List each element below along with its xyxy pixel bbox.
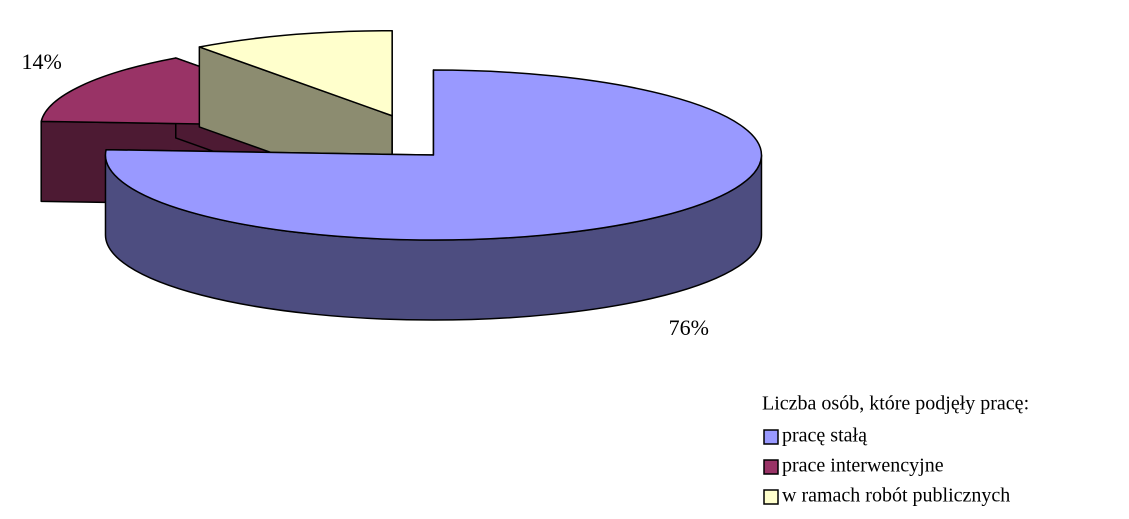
slice-top: [198, 29, 393, 117]
legend-swatch: [763, 489, 779, 505]
legend-title: Liczba osób, które podjęły pracę:: [762, 393, 1029, 415]
legend-label: pracę stałą: [782, 425, 868, 447]
legend-label: prace interwencyjne: [782, 455, 944, 477]
legend-swatch: [763, 429, 779, 445]
data-label: 76%: [669, 315, 709, 340]
data-label: 14%: [22, 49, 62, 74]
legend-label: w ramach robót publicznych: [782, 485, 1010, 507]
legend-swatch: [763, 459, 779, 475]
pie-slice: [104, 69, 763, 321]
data-label: 10%: [257, 0, 297, 2]
slice-top: [104, 69, 763, 241]
